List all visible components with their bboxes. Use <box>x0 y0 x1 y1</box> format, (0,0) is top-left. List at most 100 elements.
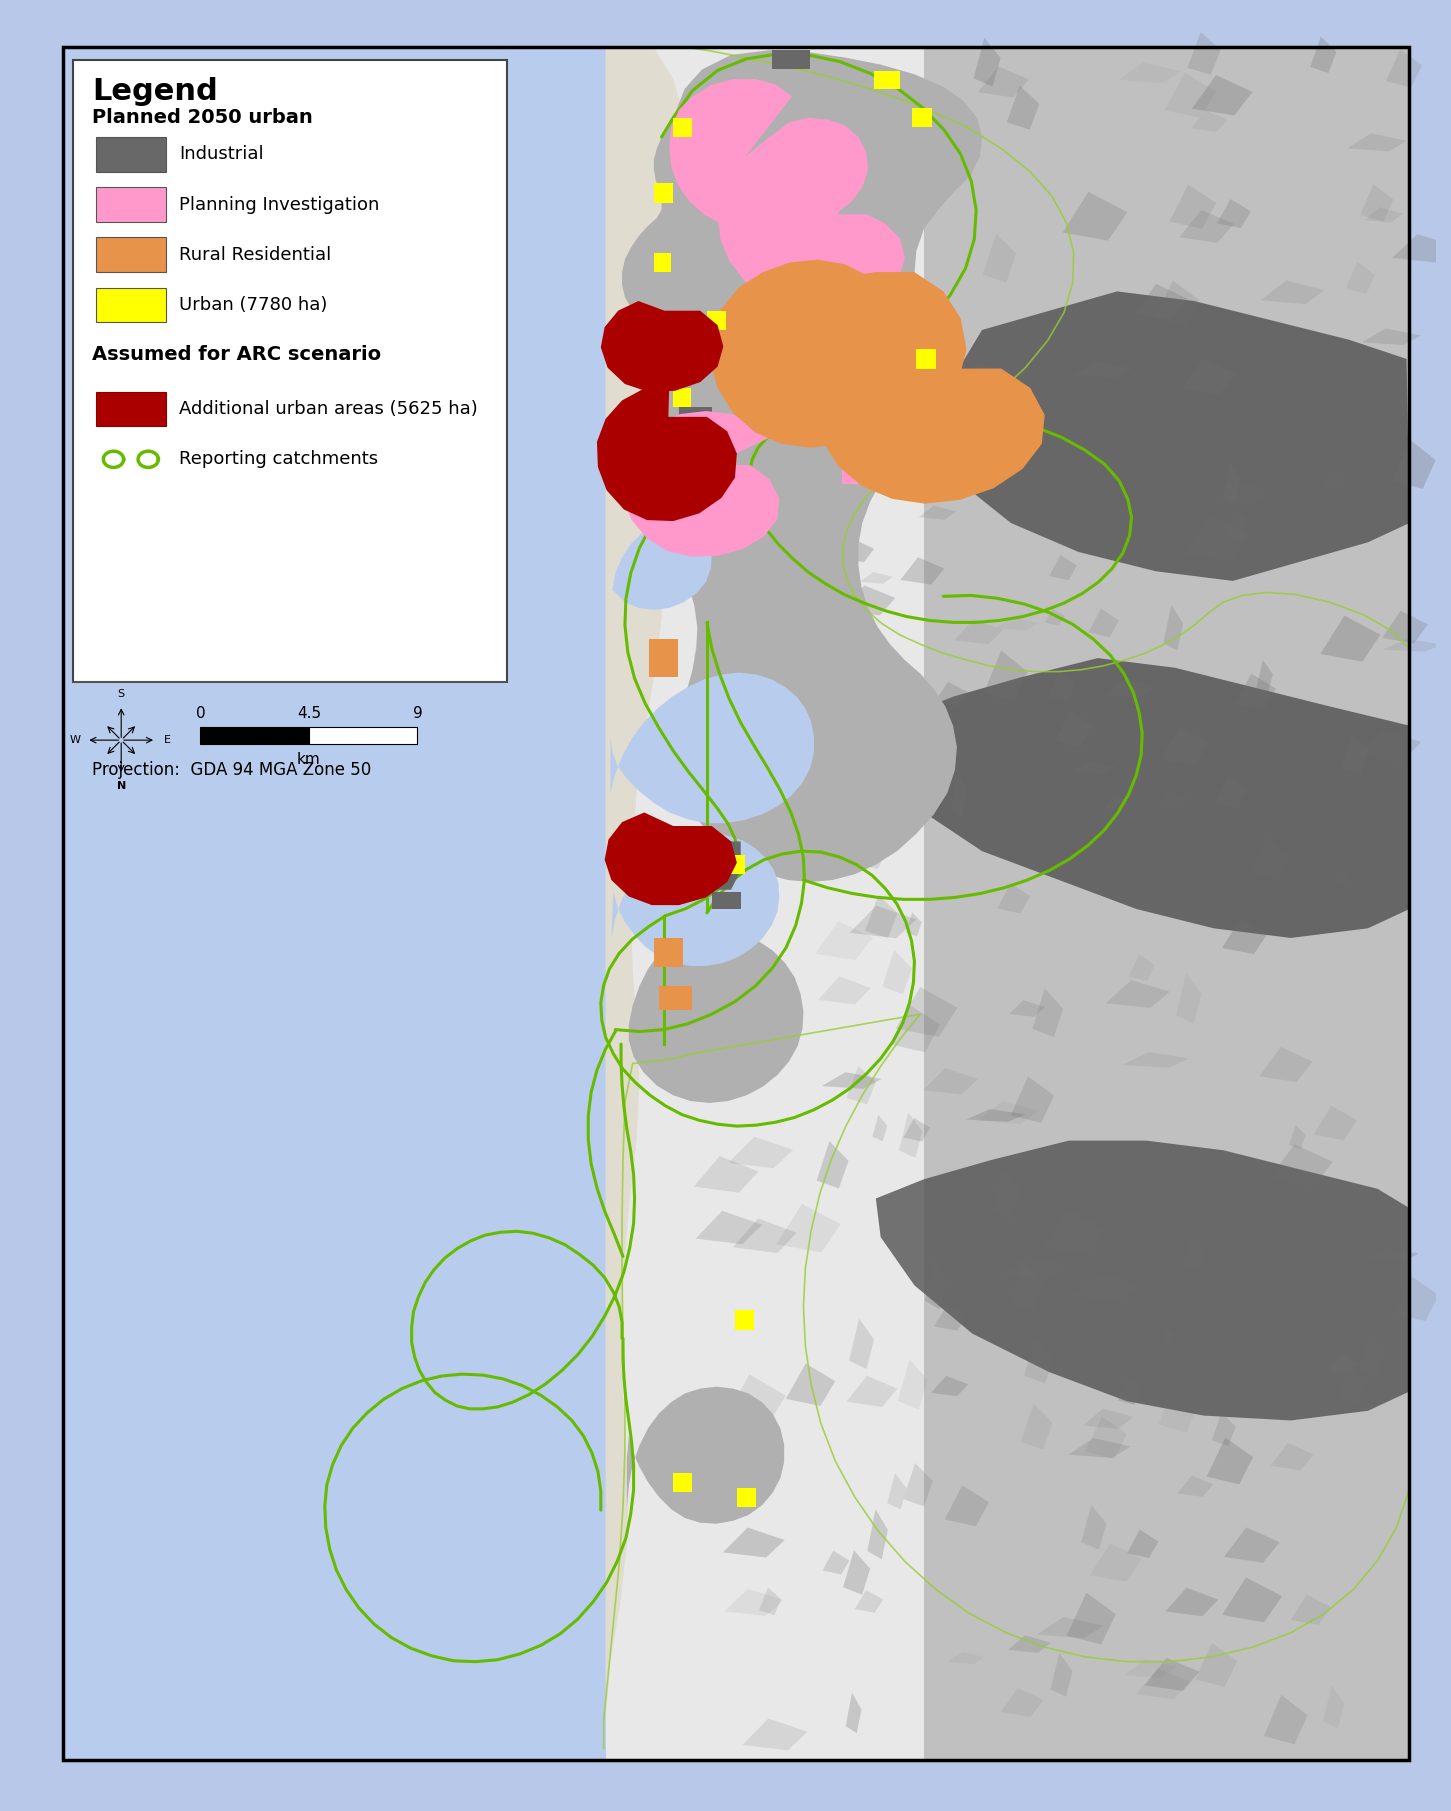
Polygon shape <box>911 101 961 145</box>
Polygon shape <box>666 920 730 940</box>
Polygon shape <box>1257 659 1273 694</box>
Polygon shape <box>843 1550 871 1595</box>
Polygon shape <box>855 1590 884 1614</box>
Polygon shape <box>731 945 772 969</box>
Text: W: W <box>70 735 80 744</box>
Polygon shape <box>1235 674 1275 710</box>
Polygon shape <box>817 503 852 543</box>
Polygon shape <box>1156 790 1188 810</box>
Polygon shape <box>1320 616 1380 661</box>
Polygon shape <box>1010 1262 1043 1313</box>
Polygon shape <box>673 118 692 138</box>
Polygon shape <box>1288 1125 1306 1148</box>
Polygon shape <box>1003 1255 1066 1280</box>
Polygon shape <box>849 1318 874 1369</box>
Text: Assumed for ARC scenario: Assumed for ARC scenario <box>93 346 382 364</box>
Text: E: E <box>164 735 171 744</box>
Polygon shape <box>948 1652 985 1664</box>
Polygon shape <box>1187 33 1220 74</box>
Polygon shape <box>1345 261 1376 293</box>
Polygon shape <box>694 623 710 665</box>
Polygon shape <box>1155 281 1199 326</box>
Polygon shape <box>723 1527 785 1557</box>
Polygon shape <box>726 855 744 875</box>
Polygon shape <box>1310 36 1336 72</box>
Polygon shape <box>667 907 734 934</box>
Polygon shape <box>1271 1443 1313 1471</box>
Polygon shape <box>776 1204 840 1253</box>
Text: 4.5: 4.5 <box>297 706 321 721</box>
Polygon shape <box>1177 973 1201 1023</box>
Polygon shape <box>673 388 691 407</box>
Text: Legend: Legend <box>93 78 218 107</box>
Polygon shape <box>982 234 1016 283</box>
Polygon shape <box>1125 1659 1175 1679</box>
Polygon shape <box>612 520 712 610</box>
Polygon shape <box>900 1112 923 1157</box>
Polygon shape <box>611 672 814 824</box>
Polygon shape <box>1066 1592 1116 1644</box>
Polygon shape <box>943 292 1409 581</box>
Polygon shape <box>1127 1530 1158 1557</box>
Polygon shape <box>966 1108 1026 1121</box>
Polygon shape <box>712 891 740 909</box>
FancyBboxPatch shape <box>96 138 165 172</box>
Polygon shape <box>733 302 769 340</box>
Text: Projection:  GDA 94 MGA Zone 50: Projection: GDA 94 MGA Zone 50 <box>93 761 371 779</box>
Polygon shape <box>846 1067 876 1105</box>
Polygon shape <box>731 991 769 1021</box>
Polygon shape <box>1129 954 1155 982</box>
Polygon shape <box>747 496 811 536</box>
Polygon shape <box>734 219 782 261</box>
Polygon shape <box>711 484 778 516</box>
Polygon shape <box>913 109 932 127</box>
Polygon shape <box>978 67 1029 98</box>
Polygon shape <box>895 657 1409 938</box>
Polygon shape <box>689 78 736 92</box>
Polygon shape <box>739 806 770 833</box>
Text: Reporting catchments: Reporting catchments <box>178 451 379 469</box>
Polygon shape <box>850 906 917 938</box>
Polygon shape <box>1191 1231 1257 1255</box>
Text: Planned 2050 urban: Planned 2050 urban <box>93 109 313 127</box>
Polygon shape <box>1259 1047 1313 1081</box>
Polygon shape <box>865 895 898 938</box>
Polygon shape <box>898 1358 927 1409</box>
Polygon shape <box>649 639 678 677</box>
Polygon shape <box>676 518 691 532</box>
Polygon shape <box>1106 679 1155 697</box>
Polygon shape <box>696 531 736 560</box>
Polygon shape <box>1011 1076 1053 1123</box>
Polygon shape <box>1336 1371 1367 1404</box>
Polygon shape <box>695 1212 762 1244</box>
Polygon shape <box>730 621 784 659</box>
Polygon shape <box>621 411 779 556</box>
Polygon shape <box>995 618 1039 630</box>
Polygon shape <box>895 138 936 163</box>
Polygon shape <box>1264 1695 1307 1744</box>
Polygon shape <box>627 1387 784 1523</box>
Polygon shape <box>990 444 1033 458</box>
Polygon shape <box>1049 554 1077 580</box>
Polygon shape <box>772 51 810 69</box>
Polygon shape <box>1357 728 1421 762</box>
Polygon shape <box>1081 1505 1107 1550</box>
Polygon shape <box>676 846 704 875</box>
Polygon shape <box>1090 1543 1142 1581</box>
Polygon shape <box>694 1155 759 1193</box>
Polygon shape <box>605 813 737 906</box>
Polygon shape <box>1165 1588 1219 1615</box>
Polygon shape <box>596 382 737 522</box>
Text: Urban (7780 ha): Urban (7780 ha) <box>178 295 328 313</box>
Polygon shape <box>1161 1327 1175 1347</box>
Polygon shape <box>1323 1686 1344 1728</box>
Polygon shape <box>1181 1237 1207 1271</box>
Polygon shape <box>718 143 905 311</box>
Polygon shape <box>847 828 891 869</box>
Polygon shape <box>1360 185 1393 221</box>
Polygon shape <box>736 1311 755 1329</box>
Polygon shape <box>1191 74 1252 116</box>
Polygon shape <box>937 355 972 398</box>
Polygon shape <box>1106 793 1127 811</box>
Polygon shape <box>654 254 672 272</box>
